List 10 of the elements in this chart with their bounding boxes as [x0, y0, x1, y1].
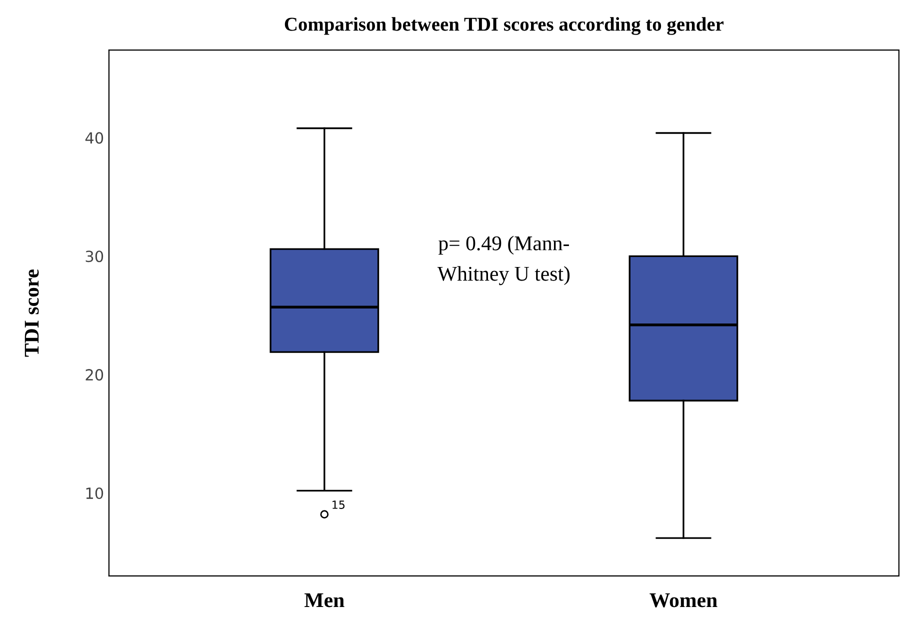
x-tick-label: Women [650, 593, 718, 608]
y-tick-label: 20 [86, 369, 104, 381]
annotation: 15 [332, 500, 345, 509]
x-tick-label: Men [304, 593, 344, 608]
annotation: p= 0.49 (Mann- Whitney U test) [437, 236, 570, 286]
y-axis-title: TDI score [24, 269, 39, 357]
y-tick-label: 30 [86, 250, 104, 262]
chart-title: Comparison between TDI scores according to gender [284, 17, 724, 35]
y-tick-label: 10 [86, 487, 104, 500]
y-tick-label: 40 [85, 132, 104, 144]
